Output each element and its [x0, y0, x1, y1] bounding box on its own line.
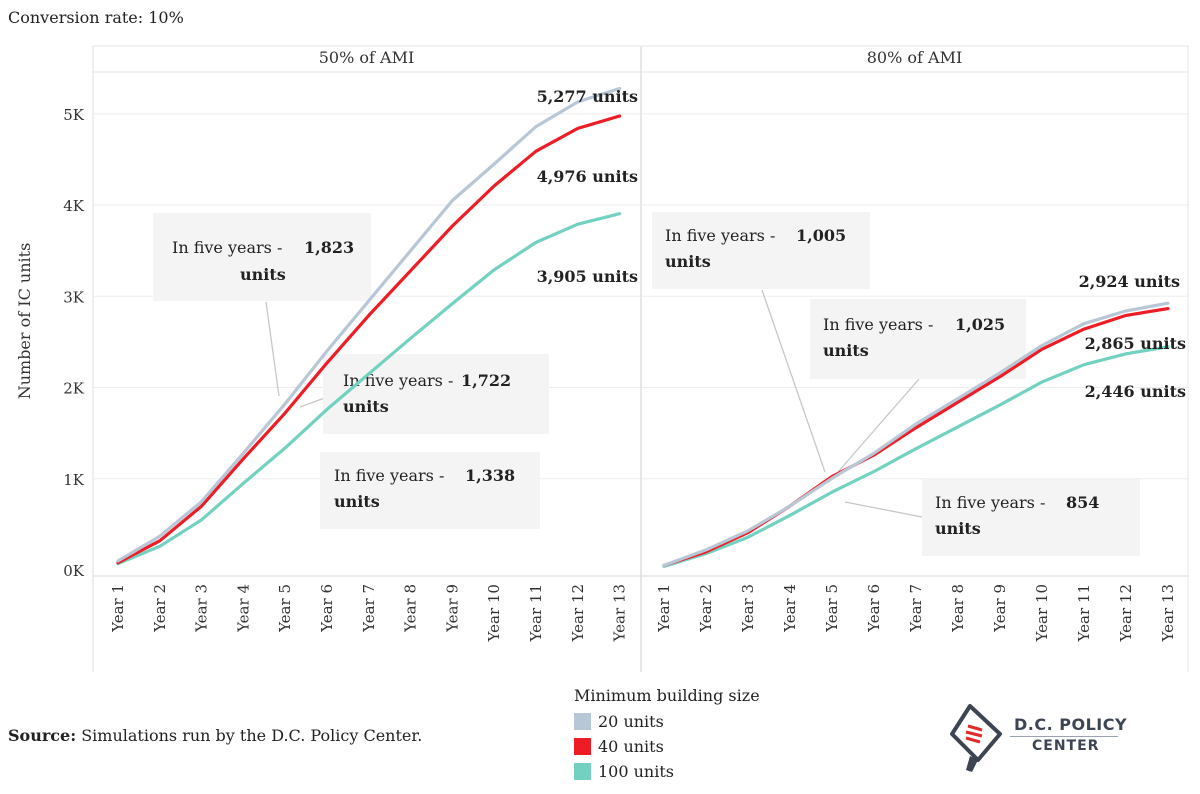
x-tick-label: Year 10	[1033, 584, 1051, 642]
series-line-100-units	[116, 212, 622, 566]
annotation-value: 1,823	[304, 238, 354, 257]
chart-subtitle: Conversion rate: 10%	[8, 8, 184, 27]
x-tick-label: Year 12	[1117, 584, 1135, 642]
annotation-leader-line	[837, 378, 920, 473]
x-tick-label: Year 6	[865, 584, 883, 633]
annotation-box	[323, 354, 549, 434]
legend-item-40-units[interactable]: 40 units	[574, 734, 760, 759]
legend-title: Minimum building size	[574, 686, 760, 705]
logo-text-line2: CENTER	[1032, 738, 1100, 754]
x-tick-label: Year 2	[697, 584, 715, 633]
annotation-box	[320, 452, 540, 529]
series-line-40-units	[662, 307, 1170, 568]
source-label: Source:	[8, 726, 77, 745]
x-tick-label: Year 9	[443, 584, 461, 633]
y-tick-label: 4K	[63, 197, 85, 215]
annotation-leader-line	[265, 301, 280, 397]
y-tick-label: 3K	[63, 288, 85, 306]
y-tick-label: 1K	[63, 471, 85, 489]
logo-text-line1: D.C. POLICY	[1014, 715, 1128, 734]
series-end-label: 3,905 units	[537, 267, 638, 286]
annotation-value: 1,338	[465, 466, 515, 485]
x-tick-label: Year 6	[318, 584, 336, 633]
annotation-suffix: units	[343, 397, 389, 416]
x-tick-label: Year 7	[360, 584, 378, 633]
annotation-suffix: units	[665, 252, 711, 271]
series-line-20-units	[116, 86, 622, 563]
legend-item-100-units[interactable]: 100 units	[574, 759, 760, 784]
x-tick-label: Year 1	[109, 584, 127, 633]
series-end-label: 4,976 units	[537, 167, 638, 186]
dc-policy-center-logo: D.C. POLICY CENTER	[948, 700, 1128, 774]
series-line-20-units	[662, 301, 1170, 568]
legend-item-20-units[interactable]: 20 units	[574, 709, 760, 734]
annotation-value: 1,005	[796, 226, 846, 245]
x-tick-label: Year 3	[193, 584, 211, 633]
series-end-label: 2,865 units	[1085, 334, 1186, 353]
y-tick-label: 2K	[63, 380, 85, 398]
series-line-40-units	[116, 114, 622, 565]
annotation-prefix: In five years -	[172, 238, 282, 257]
legend-label: 40 units	[598, 737, 664, 756]
y-tick-label: 0K	[63, 562, 85, 580]
panel-title: 80% of AMI	[867, 48, 963, 67]
legend-swatch-40-units	[574, 738, 591, 755]
annotation-prefix: In five years -	[343, 371, 453, 390]
annotation-prefix: In five years -	[334, 466, 444, 485]
legend-swatch-20-units	[574, 713, 591, 730]
series-line-100-units	[662, 345, 1170, 569]
x-tick-label: Year 1	[655, 584, 673, 633]
x-tick-label: Year 9	[991, 584, 1009, 633]
y-tick-label: 5K	[63, 106, 85, 124]
x-tick-label: Year 4	[234, 584, 252, 633]
annotation-prefix: In five years -	[823, 315, 933, 334]
x-tick-label: Year 7	[907, 584, 925, 633]
x-tick-label: Year 2	[151, 584, 169, 633]
logo-divider	[1010, 736, 1118, 737]
annotation-suffix: units	[334, 492, 380, 511]
x-tick-label: Year 8	[402, 584, 420, 633]
annotation-box	[153, 213, 371, 301]
x-tick-label: Year 5	[823, 584, 841, 633]
source-text: Simulations run by the D.C. Policy Cente…	[76, 726, 423, 745]
x-tick-label: Year 12	[569, 584, 587, 642]
annotation-suffix: units	[240, 265, 286, 284]
annotation-box	[922, 479, 1140, 556]
annotation-leader-line	[761, 289, 826, 473]
legend-label: 100 units	[598, 762, 674, 781]
series-end-label: 5,277 units	[537, 87, 638, 106]
annotation-leader-line	[844, 501, 923, 518]
x-tick-label: Year 5	[276, 584, 294, 633]
annotation-value: 854	[1066, 493, 1099, 512]
x-tick-label: Year 8	[949, 584, 967, 633]
x-tick-label: Year 13	[1159, 584, 1177, 642]
x-tick-label: Year 10	[485, 584, 503, 642]
x-tick-label: Year 11	[527, 584, 545, 642]
annotation-prefix: In five years -	[935, 493, 1045, 512]
y-axis-label: Number of IC units	[15, 243, 34, 400]
annotation-prefix: In five years -	[665, 226, 775, 245]
legend: Minimum building size 20 units 40 units …	[574, 686, 760, 784]
x-tick-label: Year 11	[1075, 584, 1093, 642]
annotation-suffix: units	[823, 341, 869, 360]
x-tick-label: Year 13	[611, 584, 629, 642]
series-end-label: 2,924 units	[1079, 272, 1180, 291]
legend-label: 20 units	[598, 712, 664, 731]
line-chart: 50% of AMI 80% of AMI 0K 1K 2K 3K 4K 5K Number o…	[15, 45, 1189, 672]
annotation-box	[810, 299, 1026, 379]
source-note: Source: Simulations run by the D.C. Poli…	[8, 726, 422, 745]
x-tick-label: Year 3	[739, 584, 757, 633]
annotation-value: 1,722	[461, 371, 511, 390]
annotation-value: 1,025	[955, 315, 1005, 334]
dc-map-logo-icon	[950, 704, 1002, 772]
panel-title: 50% of AMI	[319, 48, 415, 67]
legend-swatch-100-units	[574, 763, 591, 780]
series-end-label: 2,446 units	[1085, 382, 1186, 401]
annotation-box	[652, 212, 870, 289]
x-tick-label: Year 4	[781, 584, 799, 633]
annotation-suffix: units	[935, 519, 981, 538]
